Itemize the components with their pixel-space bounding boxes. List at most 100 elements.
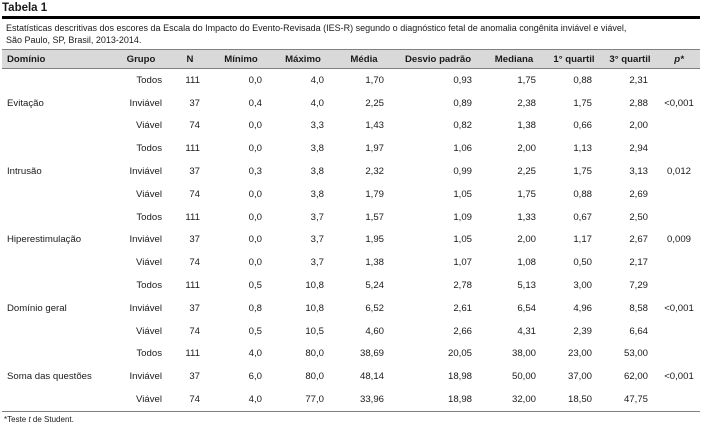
cell-media: 1,57 (365, 211, 384, 223)
cell-media: 1,38 (365, 257, 384, 269)
cell-maximo: 3,8 (310, 188, 324, 200)
cell-media: 33,96 (334, 388, 394, 412)
cell-p: <0,001 (664, 302, 694, 314)
cell-minimo: 0,3 (248, 166, 262, 178)
cell-desvio: 2,66 (453, 325, 472, 337)
cell-desvio: 0,89 (453, 97, 472, 109)
cell-p (658, 274, 700, 297)
cell-n: 74 (189, 120, 200, 132)
cell-dominio (2, 69, 112, 92)
cell-q3: 2,00 (629, 120, 648, 132)
cell-grupo: Viável (136, 120, 162, 132)
cell-q1: 1,13 (573, 143, 592, 155)
table-row: Viável 74 4,0 77,0 33,96 18,98 32,00 18,50 47,75 (2, 388, 700, 412)
cell-dominio (2, 183, 112, 206)
cell-q3: 47,75 (602, 388, 658, 412)
cell-dominio: Domínio geral (7, 302, 67, 314)
cell-q1: 0,66 (573, 120, 592, 132)
cell-media: 1,79 (365, 188, 384, 200)
header-media: Média (334, 49, 394, 69)
table-row: Viável 74 0,0 3,8 1,79 1,05 1,75 0,88 2,69 (2, 183, 700, 206)
cell-desvio: 18,98 (447, 371, 472, 383)
cell-maximo: 3,8 (310, 143, 324, 155)
cell-n: 111 (185, 74, 200, 86)
cell-p (658, 183, 700, 206)
cell-q1: 1,75 (573, 166, 592, 178)
cell-p (658, 137, 700, 160)
cell-dominio: Intrusão (7, 166, 42, 178)
cell-desvio: 1,05 (453, 188, 472, 200)
cell-mediana: 5,13 (517, 280, 536, 292)
table-row: Hiperestimulação Inviável 37 0,0 3,7 1,95 1,05… (2, 229, 700, 252)
cell-minimo: 0,8 (248, 302, 262, 314)
cell-maximo: 10,5 (305, 325, 324, 337)
cell-q1: 1,75 (573, 97, 592, 109)
cell-q1: 0,88 (573, 74, 592, 86)
cell-minimo: 0,4 (248, 97, 262, 109)
cell-desvio: 0,82 (453, 120, 472, 132)
header-minimo: Mínimo (210, 49, 272, 69)
cell-maximo: 80,0 (305, 348, 324, 360)
cell-n: 111 (185, 143, 200, 155)
footnote-suffix: de Student. (30, 414, 74, 424)
table-body: Todos 111 0,0 4,0 1,70 0,93 1,75 0,88 2,31 Evitaç… (2, 69, 700, 412)
cell-desvio: 2,61 (453, 302, 472, 314)
cell-q3: 2,88 (629, 97, 648, 109)
statistics-table: Domínio Grupo N Mínimo Máximo Média Desv… (2, 49, 700, 412)
cell-q3: 2,17 (629, 257, 648, 269)
cell-p: 0,012 (666, 166, 691, 178)
table-row: Viável 74 0,0 3,3 1,43 0,82 1,38 0,66 2,00 (2, 115, 700, 138)
header-maximo: Máximo (272, 49, 334, 69)
cell-dominio (2, 137, 112, 160)
cell-dominio: Hiperestimulação (7, 234, 82, 246)
cell-maximo: 3,3 (310, 120, 324, 132)
cell-desvio: 18,98 (394, 388, 482, 412)
caption-line-1: Estatísticas descritivas dos escores da … (6, 23, 627, 33)
header-desvio: Desvio padrão (394, 49, 482, 69)
cell-q1: 0,67 (573, 211, 592, 223)
cell-n: 74 (189, 257, 200, 269)
cell-n: 37 (189, 97, 200, 109)
header-mediana: Mediana (482, 49, 546, 69)
cell-q3: 7,29 (629, 280, 648, 292)
cell-minimo: 0,0 (248, 143, 262, 155)
cell-mediana: 4,31 (517, 325, 536, 337)
cell-grupo: Inviável (129, 302, 162, 314)
cell-grupo: Inviável (129, 166, 162, 178)
cell-q1: 0,50 (573, 257, 592, 269)
cell-minimo: 6,0 (248, 371, 262, 383)
cell-desvio: 1,06 (453, 143, 472, 155)
cell-minimo: 0,0 (248, 74, 262, 86)
cell-mediana: 2,38 (517, 97, 536, 109)
cell-q1: 23,00 (567, 348, 592, 360)
table-row: Viável 74 0,0 3,7 1,38 1,07 1,08 0,50 2,17 (2, 251, 700, 274)
cell-maximo: 3,8 (310, 166, 324, 178)
cell-q3: 53,00 (623, 348, 648, 360)
cell-dominio (2, 343, 112, 366)
cell-dominio (2, 320, 112, 343)
cell-p (658, 69, 700, 92)
table-row: Todos 111 0,0 3,7 1,57 1,09 1,33 0,67 2,50 (2, 206, 700, 229)
cell-q1: 0,88 (573, 188, 592, 200)
cell-maximo: 4,0 (310, 97, 324, 109)
cell-n: 74 (189, 325, 200, 337)
cell-grupo: Todos (136, 74, 162, 86)
cell-grupo: Viável (136, 188, 162, 200)
header-row: Domínio Grupo N Mínimo Máximo Média Desv… (2, 49, 700, 69)
cell-desvio: 0,99 (453, 166, 472, 178)
cell-grupo: Todos (136, 280, 162, 292)
cell-p (658, 115, 700, 138)
cell-media: 1,97 (365, 143, 384, 155)
cell-minimo: 0,0 (248, 188, 262, 200)
cell-grupo: Inviável (129, 97, 162, 109)
cell-media: 38,69 (359, 348, 384, 360)
table-row: Todos 111 0,5 10,8 5,24 2,78 5,13 3,00 7,29 (2, 274, 700, 297)
cell-q3: 2,50 (629, 211, 648, 223)
cell-maximo: 10,8 (305, 280, 324, 292)
cell-media: 6,52 (365, 302, 384, 314)
cell-mediana: 1,08 (517, 257, 536, 269)
cell-dominio: Evitação (7, 97, 44, 109)
cell-grupo: Inviável (129, 234, 162, 246)
cell-media: 1,43 (365, 120, 384, 132)
cell-minimo: 0,5 (248, 325, 262, 337)
